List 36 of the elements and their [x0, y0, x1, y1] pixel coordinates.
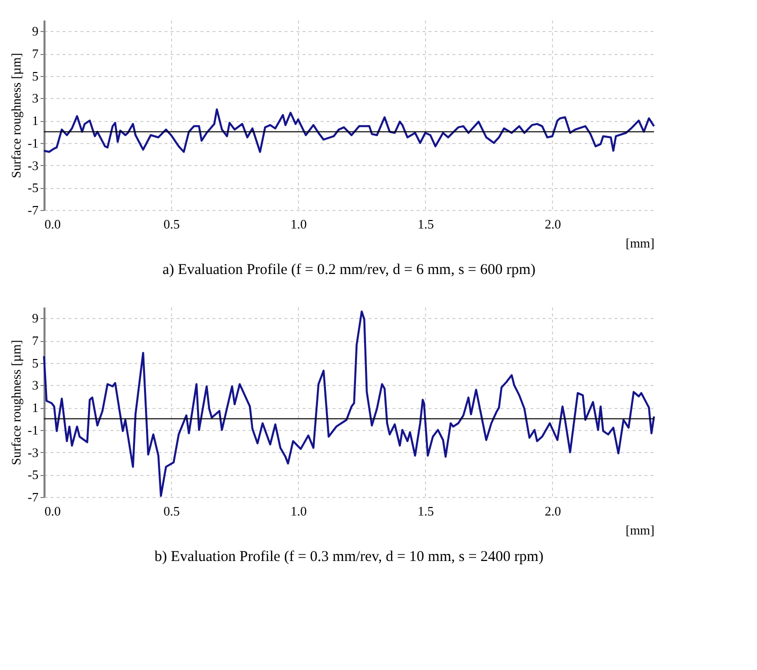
y-tick-label: 5	[32, 355, 38, 370]
y-tick-label: 1	[32, 113, 38, 128]
x-tick-label: 1.5	[418, 216, 434, 232]
x-tick-label: 0.5	[163, 216, 180, 232]
y-tick-label: -3	[28, 444, 38, 460]
y-tick-label: 5	[32, 68, 38, 84]
x-tick-label: 2.0	[544, 504, 561, 518]
y-tick-label: -1	[28, 422, 38, 438]
x-tick-label: 1.0	[290, 504, 307, 518]
x-tick-label: 0.0	[44, 504, 61, 518]
x-tick-label: 2.0	[544, 216, 561, 232]
x-tick-label: 1.5	[418, 504, 434, 518]
y-axis-title: Surface roughness [µm]	[8, 340, 24, 466]
x-tick-label: 0.0	[44, 216, 61, 232]
x-tick-label: 0.5	[163, 504, 180, 518]
y-tick-label: -7	[28, 202, 39, 218]
line-series	[43, 310, 655, 497]
y-tick-label: -5	[28, 467, 38, 482]
x-axis-title: [mm]	[626, 236, 654, 250]
y-tick-label: 3	[32, 378, 38, 393]
y-axis-title: Surface roughness [µm]	[8, 52, 24, 178]
y-tick-label: -7	[28, 490, 39, 504]
y-tick-label: 7	[32, 333, 39, 348]
text: a) Evaluation Profile (f = 0.2 mm/rev, d = 6 mm, s = 600 rpm)	[162, 262, 536, 278]
y-tick-label: 3	[32, 90, 38, 106]
y-tick-label: 9	[32, 24, 38, 39]
x-tick-label: 1.0	[290, 216, 307, 232]
text: b) Evaluation Profile (f = 0.3 mm/rev, d = 10 mm, s = 2400 rpm)	[154, 549, 544, 565]
y-tick-label: -1	[28, 135, 38, 150]
y-tick-label: -5	[28, 180, 38, 196]
y-tick-label: 1	[32, 400, 38, 416]
y-tick-label: -3	[28, 158, 38, 173]
y-tick-label: 9	[32, 310, 38, 326]
x-axis-title: [mm]	[626, 522, 654, 538]
line-series	[43, 108, 655, 153]
y-tick-label: 7	[32, 46, 39, 62]
